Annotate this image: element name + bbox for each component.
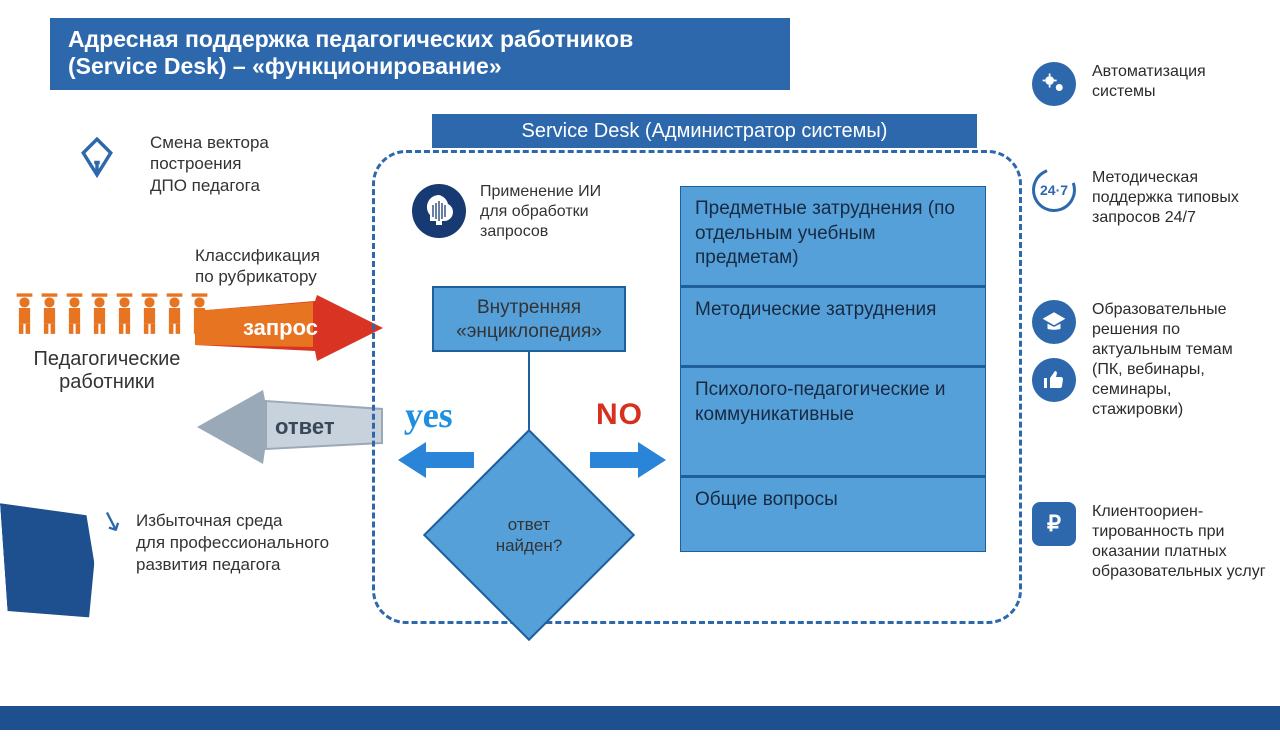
right-item-edu: Образовательные решения по актуальным те… bbox=[1032, 300, 1267, 420]
no-label: NO bbox=[596, 398, 643, 432]
right-text-1: Методическая поддержка типовых запросов … bbox=[1092, 168, 1267, 228]
right-item-247: 24·7 Методическая поддержка типовых запр… bbox=[1032, 168, 1267, 228]
right-item-client: ₽ Клиентоориен-тированность при оказании… bbox=[1032, 502, 1267, 582]
person-icon bbox=[62, 290, 87, 335]
graduation-cap-icon bbox=[1032, 300, 1076, 344]
people-row bbox=[12, 290, 212, 335]
corner-shape bbox=[0, 497, 98, 623]
gears-icon bbox=[1032, 62, 1076, 106]
title-line2: (Service Desk) – «функционирование» bbox=[68, 53, 502, 79]
category-stack: Предметные затруднения (по отдельным уче… bbox=[680, 186, 986, 552]
request-label: запрос bbox=[243, 315, 318, 340]
service-desk-header: Service Desk (Администратор системы) bbox=[432, 114, 977, 148]
category-box: Методические затруднения bbox=[680, 286, 986, 366]
category-box: Общие вопросы bbox=[680, 476, 986, 552]
title-line1: Адресная поддержка педагогических работн… bbox=[68, 26, 633, 52]
right-item-automation: Автоматизация системы bbox=[1032, 62, 1267, 106]
person-icon bbox=[112, 290, 137, 335]
thumb-up-icon bbox=[1032, 358, 1076, 402]
title-bar: Адресная поддержка педагогических работн… bbox=[50, 18, 790, 90]
answer-label: ответ bbox=[275, 414, 335, 439]
decision-label: ответ найден? bbox=[496, 514, 563, 557]
person-icon bbox=[12, 290, 37, 335]
ai-note: Применение ИИ для обработки запросов bbox=[480, 182, 630, 242]
diagonal-arrow-icon: ↘ bbox=[95, 501, 128, 540]
excess-env-note: Избыточная среда для профессионального р… bbox=[136, 510, 366, 576]
person-icon bbox=[37, 290, 62, 335]
diagram-stage: Смена вектора построения ДПО педагога Кл… bbox=[0, 90, 1280, 730]
right-text-2: Образовательные решения по актуальным те… bbox=[1092, 300, 1267, 420]
person-icon bbox=[87, 290, 112, 335]
pen-icon bbox=[75, 135, 119, 179]
category-box: Психолого-педагогические и коммуникативн… bbox=[680, 366, 986, 476]
right-text-3: Клиентоориен-тированность при оказании п… bbox=[1092, 502, 1267, 582]
category-box: Предметные затруднения (по отдельным уче… bbox=[680, 186, 986, 286]
people-label: Педагогические работники bbox=[12, 348, 202, 394]
classification-note: Классификация по рубрикатору bbox=[195, 245, 345, 288]
answer-arrow: ответ bbox=[195, 390, 385, 464]
encyclopedia-box: Внутренняя «энциклопедия» bbox=[432, 286, 626, 352]
yes-label: yes bbox=[404, 394, 455, 436]
request-arrow: запрос bbox=[195, 295, 385, 361]
right-text-0: Автоматизация системы bbox=[1092, 62, 1267, 102]
bottom-bar bbox=[0, 706, 1280, 730]
ai-brain-icon bbox=[412, 184, 466, 238]
ruble-icon: ₽ bbox=[1032, 502, 1076, 546]
person-icon bbox=[162, 290, 187, 335]
decision-diamond: ответ найден? bbox=[454, 460, 604, 610]
person-icon bbox=[137, 290, 162, 335]
pen-note: Смена вектора построения ДПО педагога bbox=[150, 132, 310, 196]
clock-247-icon: 24·7 bbox=[1025, 161, 1083, 219]
